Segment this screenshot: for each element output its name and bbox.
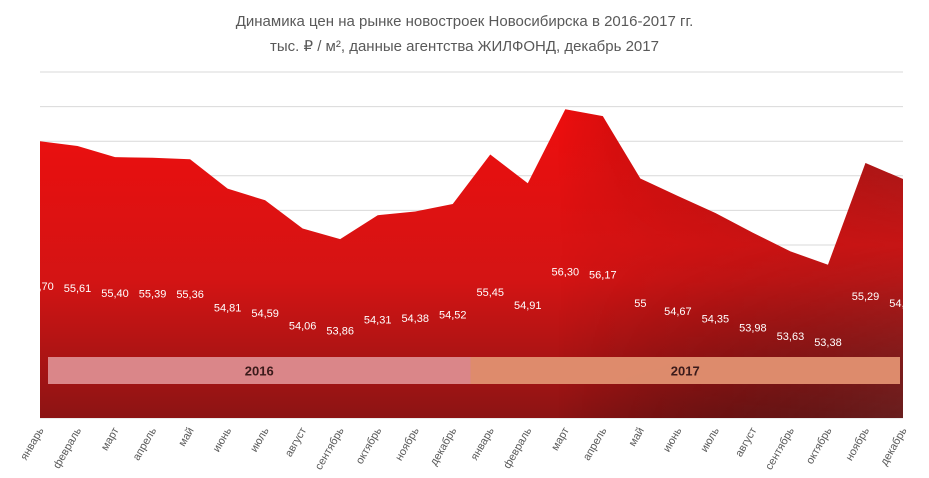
- data-label: 55,45: [476, 287, 504, 299]
- chart-subtitle: тыс. ₽ / м², данные агентства ЖИЛФОНД, д…: [270, 38, 659, 55]
- x-tick-label: июнь: [211, 425, 235, 454]
- x-tick-label: апрель: [581, 425, 610, 462]
- data-label: 55: [634, 298, 646, 310]
- x-tick-label: ноябрь: [844, 425, 873, 463]
- x-tick-label: февраль: [501, 425, 534, 471]
- data-label: 54,31: [364, 315, 392, 327]
- x-tick-label: апрель: [131, 425, 160, 462]
- data-label: 54,59: [251, 308, 279, 320]
- data-label: 55,39: [139, 289, 167, 301]
- data-label: 54,81: [214, 302, 242, 314]
- x-tick-label: июнь: [661, 425, 685, 454]
- data-label: 53,63: [777, 331, 805, 343]
- data-label: 56,17: [589, 270, 617, 282]
- x-tick-label: март: [99, 426, 122, 453]
- data-label: 54,67: [664, 306, 692, 318]
- data-label: 53,98: [739, 323, 767, 335]
- x-tick-label: октябрь: [354, 425, 385, 466]
- year-band-label: 2017: [671, 364, 700, 379]
- data-label: 54,91: [514, 300, 542, 312]
- x-tick-label: январь: [18, 425, 46, 462]
- data-label: 54,99: [889, 298, 917, 310]
- x-tick-label: июль: [248, 425, 272, 454]
- x-tick-label: май: [176, 426, 196, 449]
- data-label: 54,52: [439, 309, 467, 321]
- data-label: 54,35: [702, 314, 730, 326]
- data-label: 53,38: [814, 337, 842, 349]
- price-area-shade: [40, 109, 903, 418]
- x-tick-label: сентябрь: [763, 425, 797, 472]
- data-label: 55,40: [101, 288, 129, 300]
- year-band-2016: [48, 357, 471, 384]
- data-label: 55,70: [26, 281, 54, 293]
- year-band-2017: [470, 357, 900, 384]
- x-tick-label: август: [283, 426, 309, 460]
- data-label: 55,29: [852, 291, 880, 303]
- data-label: 55,61: [64, 283, 92, 295]
- year-bands: 2016 2017: [48, 357, 900, 384]
- x-tick-label: октябрь: [804, 425, 835, 466]
- data-labels: 55,70 55,61 55,40 55,39 55,36 54,81 54,59 54,06…: [26, 267, 917, 349]
- chart-title: Динамика цен на рынке новостроек Новосиб…: [235, 13, 694, 30]
- data-label: 53,86: [326, 325, 354, 337]
- x-tick-label: май: [627, 426, 647, 449]
- data-label: 56,30: [552, 267, 580, 279]
- year-band-label: 2016: [245, 364, 274, 379]
- x-tick-label: ноябрь: [393, 425, 422, 463]
- x-tick-label: февраль: [51, 425, 84, 471]
- data-label: 55,36: [176, 289, 204, 301]
- x-tick-label: январь: [469, 425, 497, 462]
- data-label: 54,38: [401, 313, 429, 325]
- x-tick-label: сентябрь: [313, 425, 347, 472]
- x-tick-label: март: [549, 426, 572, 453]
- x-tick-label: август: [733, 426, 759, 460]
- x-tick-label: декабрь: [428, 425, 459, 467]
- x-tick-labels: январь февраль март апрель май июнь июль август…: [18, 425, 909, 472]
- x-tick-label: июль: [698, 425, 722, 454]
- x-tick-label: декабрь: [878, 425, 909, 467]
- data-label: 54,06: [289, 321, 317, 333]
